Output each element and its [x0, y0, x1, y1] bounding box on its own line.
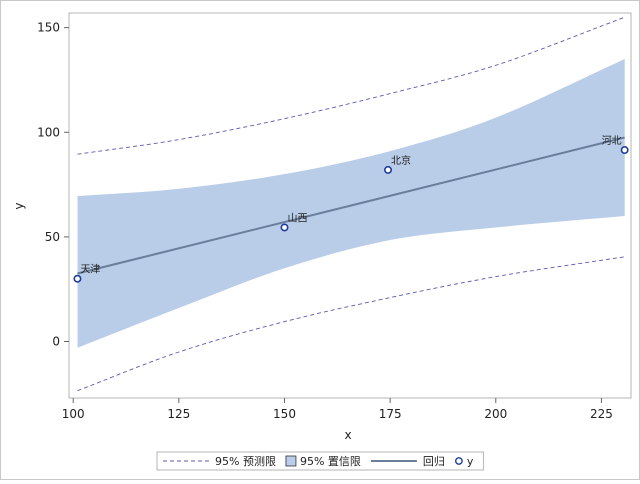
legend-label-2: 回归: [423, 454, 445, 468]
confidence-band: [77, 59, 625, 348]
legend-box: [156, 451, 484, 471]
data-point-0: [73, 274, 82, 283]
x-tick-label-3: 175: [379, 407, 402, 421]
y-tick-label-1: 50: [45, 230, 60, 244]
prediction-limit-upper: [77, 16, 625, 155]
x-tick-label-4: 200: [484, 407, 507, 421]
x-tick-label-5: 225: [590, 407, 613, 421]
data-point-2: [384, 165, 393, 174]
legend: 95% 预测限 95% 置信限 回归 y: [156, 451, 484, 471]
x-tick-label-0: 100: [62, 407, 85, 421]
x-tick-label-2: 150: [273, 407, 296, 421]
legend-label-0: 95% 预测限: [215, 455, 276, 468]
point-label-0: 天津: [80, 264, 100, 276]
y-axis-label: y: [12, 202, 26, 209]
point-label-3: 河北: [602, 135, 622, 147]
regression-line: [77, 136, 625, 275]
legend-swatch-3: [455, 457, 463, 465]
point-label-1: 山西: [288, 212, 308, 224]
data-point-1: [280, 223, 289, 232]
x-tick-label-1: 125: [167, 407, 190, 421]
y-tick-label-2: 100: [37, 125, 60, 139]
y-tick-label-0: 0: [52, 335, 60, 349]
y-tick-label-3: 150: [37, 21, 60, 35]
prediction-limit-lower: [77, 256, 625, 392]
legend-label-3: y: [467, 455, 474, 468]
legend-label-1: 95% 置信限: [300, 455, 361, 468]
x-axis-label: x: [344, 428, 351, 442]
data-point-3: [620, 146, 629, 155]
point-label-2: 北京: [391, 154, 411, 167]
legend-swatch-1: [285, 455, 297, 467]
